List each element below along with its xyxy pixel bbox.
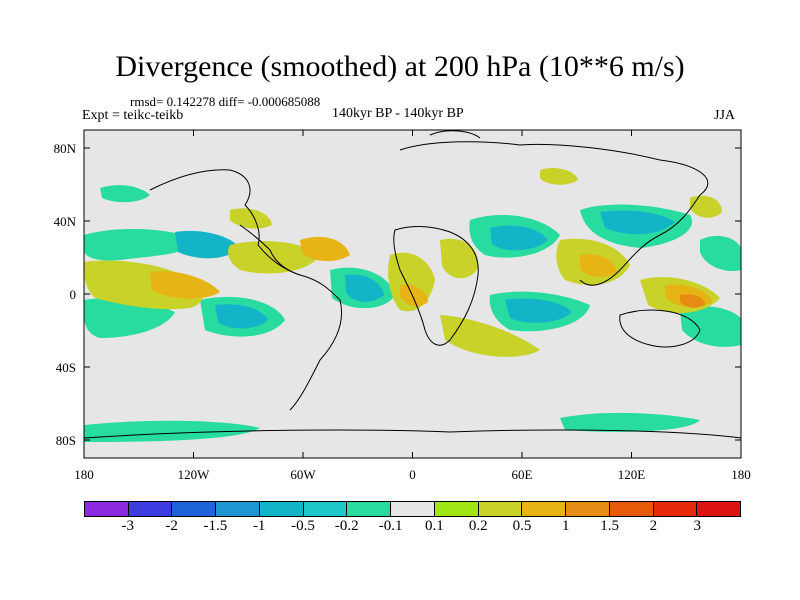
colorbar-swatch	[566, 502, 610, 516]
neg-blob	[490, 225, 548, 251]
lat-label: 0	[69, 287, 77, 302]
colorbar-label: 2	[649, 518, 658, 534]
neg-blob	[505, 298, 572, 323]
lon-label: 180	[74, 467, 94, 482]
colorbar-label: -1.5	[203, 518, 228, 534]
season-label: JJA	[714, 108, 736, 123]
stats-text: rmsd= 0.142278 diff= -0.000685088	[130, 94, 321, 109]
colorbar-swatch	[697, 502, 741, 516]
neg-blob	[100, 185, 150, 203]
pos-blob	[230, 208, 272, 229]
colorbar-label: -0.2	[334, 518, 359, 534]
lat-label: 40N	[53, 214, 76, 229]
colorbar	[84, 501, 741, 517]
colorbar-swatch	[653, 502, 698, 516]
neg-blob	[215, 304, 268, 329]
colorbar-swatch	[347, 502, 392, 516]
colorbar-label: -3	[121, 518, 135, 534]
lon-label: 120E	[617, 467, 646, 482]
page-title: Divergence (smoothed) at 200 hPa (10**6 …	[115, 50, 685, 83]
lon-label: 180	[731, 467, 751, 482]
pos-blob	[580, 254, 617, 277]
colorbar-swatch	[172, 502, 217, 516]
pos-blob	[400, 284, 428, 307]
colorbar-label: 0.2	[468, 518, 488, 534]
lon-label: 0	[409, 467, 416, 482]
neg-blob	[84, 420, 260, 442]
colorbar-swatch	[128, 502, 173, 516]
colorbar-label: -1	[252, 518, 266, 534]
lat-label: 80S	[55, 433, 76, 448]
colorbar-label: 1	[562, 518, 570, 534]
colorbar-label: -0.5	[291, 518, 315, 534]
lon-label: 60W	[290, 467, 316, 482]
colorbar-label: 1.5	[600, 518, 619, 534]
colorbar-swatch	[85, 502, 129, 516]
colorbar-label: 0.1	[425, 518, 444, 534]
neg-blob	[600, 210, 675, 235]
colorbar-swatch	[216, 502, 260, 516]
period-label: 140kyr BP - 140kyr BP	[332, 106, 464, 121]
neg-blob	[560, 412, 700, 432]
colorbar-label: -2	[165, 518, 178, 534]
lat-label: 80N	[53, 141, 76, 156]
lon-label: 60E	[511, 467, 533, 482]
pos-blob	[540, 168, 578, 185]
colorbar-label: 0.5	[512, 518, 532, 534]
axis-ticks	[83, 130, 742, 458]
divergence-field	[84, 168, 741, 442]
colorbar-swatch	[434, 502, 479, 516]
neg-blob	[175, 230, 240, 259]
colorbar-swatch	[259, 502, 304, 516]
pos-blob	[300, 236, 350, 262]
colorbar-label: 3	[693, 518, 701, 534]
pos-blob	[680, 294, 705, 308]
lon-label: 120W	[177, 467, 210, 482]
colorbar-label: -0.1	[378, 518, 403, 534]
neg-blob	[680, 306, 741, 347]
colorbar-swatch	[609, 502, 654, 516]
pos-blob	[440, 238, 479, 279]
experiment-label: Expt = teikc-teikb	[82, 108, 184, 123]
pos-blob	[150, 271, 220, 299]
colorbar-swatch	[522, 502, 567, 516]
neg-blob	[345, 274, 384, 302]
neg-blob	[700, 235, 741, 272]
coastlines	[84, 130, 741, 439]
colorbar-swatch	[303, 502, 348, 516]
neg-blob	[84, 228, 200, 261]
pos-blob	[690, 195, 722, 218]
colorbar-swatch	[478, 502, 523, 516]
pos-blob	[440, 315, 540, 357]
lat-label: 40S	[55, 360, 76, 375]
colorbar-swatch	[391, 502, 435, 516]
